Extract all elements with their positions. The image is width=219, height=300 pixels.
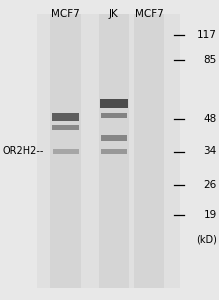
- Bar: [52, 113, 79, 121]
- Bar: [101, 149, 127, 154]
- Text: 34: 34: [203, 146, 217, 157]
- Text: OR2H2--: OR2H2--: [2, 146, 44, 157]
- Bar: [37, 14, 180, 288]
- Text: 19: 19: [203, 209, 217, 220]
- Text: 117: 117: [197, 29, 217, 40]
- Bar: [134, 14, 164, 288]
- Text: 48: 48: [203, 113, 217, 124]
- Bar: [100, 98, 127, 108]
- Text: MCF7: MCF7: [134, 9, 163, 19]
- Bar: [101, 113, 127, 118]
- Text: 26: 26: [203, 179, 217, 190]
- Bar: [101, 135, 127, 141]
- Text: MCF7: MCF7: [51, 9, 80, 19]
- Bar: [52, 125, 79, 130]
- Bar: [50, 14, 81, 288]
- Text: (kD): (kD): [196, 235, 217, 245]
- Text: JK: JK: [109, 9, 119, 19]
- Bar: [99, 14, 129, 288]
- Bar: [53, 149, 79, 154]
- Text: 85: 85: [203, 55, 217, 65]
